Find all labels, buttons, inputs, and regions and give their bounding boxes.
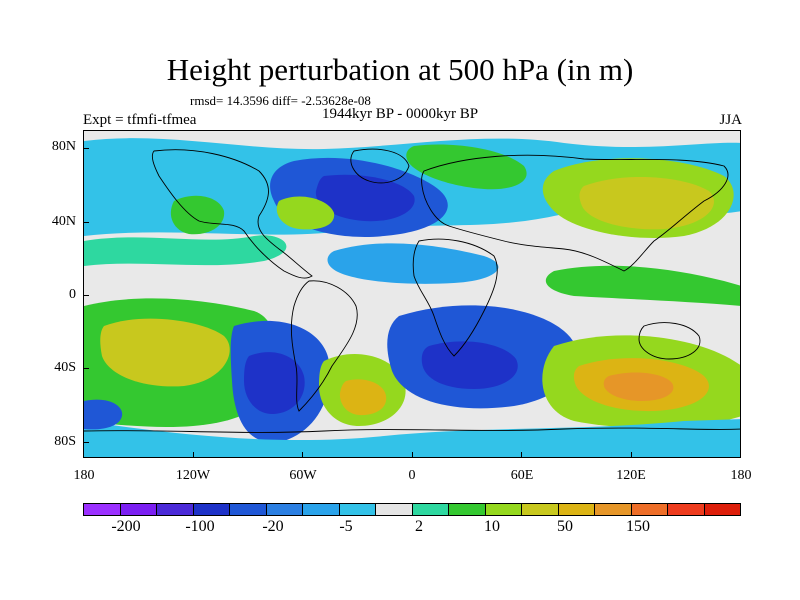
colorbar-cell — [595, 504, 632, 515]
colorbar-cell — [230, 504, 267, 515]
lon-label-180e: 180 — [730, 468, 752, 483]
lon-label-120e: 120E — [616, 468, 646, 483]
lat-tick — [83, 295, 89, 296]
chart-title: Height perturbation at 500 hPa (in m) — [166, 52, 634, 87]
colorbar-cell — [704, 504, 740, 515]
colorbar-cell — [303, 504, 340, 515]
period-label: 1944kyr BP - 0000kyr BP — [322, 106, 479, 122]
lon-label-60e: 60E — [510, 468, 534, 483]
field-pacific-green — [545, 265, 740, 306]
lon-tick — [631, 452, 632, 458]
coast-africa — [412, 238, 498, 357]
field-aus-orange — [603, 372, 674, 401]
colorbar-cell — [485, 504, 522, 515]
lon-tick — [302, 452, 303, 458]
colorbar-cell — [558, 504, 595, 515]
colorbar-cell — [631, 504, 668, 515]
colorbar-label: -200 — [111, 518, 141, 535]
stats-text: rmsd= 14.3596 diff= -2.53628e-08 — [190, 93, 371, 108]
field-asia-yellow — [579, 176, 714, 230]
map-panel — [83, 130, 741, 458]
colorbar-cell — [412, 504, 449, 515]
colorbar-label: -100 — [185, 518, 215, 535]
colorbar-cell — [339, 504, 376, 515]
colorbar-label: 2 — [415, 518, 423, 535]
coast-greenland — [350, 148, 410, 184]
lat-tick — [83, 148, 89, 149]
lat-tick — [83, 442, 89, 443]
colorbar-cell — [522, 504, 559, 515]
field-ross-blue — [84, 399, 123, 430]
coast-australia — [638, 322, 701, 360]
lon-tick — [412, 452, 413, 458]
field-sa-deepblue — [244, 352, 305, 415]
colorbar-label: 10 — [484, 518, 500, 535]
coastlines — [84, 148, 740, 433]
field-north-deepblue — [315, 174, 415, 222]
field-na-green2 — [276, 196, 335, 230]
season-label: JJA — [719, 112, 742, 128]
colorbar-cell — [193, 504, 230, 515]
colorbar-cell — [376, 504, 413, 515]
field-south-yellow — [100, 318, 230, 387]
coast-south-america — [290, 280, 358, 412]
lon-tick — [521, 452, 522, 458]
lon-label-0: 0 — [408, 468, 416, 483]
lon-tick — [193, 452, 194, 458]
colorbar-label: -20 — [262, 518, 284, 535]
experiment-label: Expt = tfmfi-tfmea — [83, 112, 197, 128]
lat-label-40n: 40N — [51, 214, 76, 229]
colorbar-label: -5 — [339, 518, 353, 535]
coast-eurasia — [421, 154, 729, 272]
coast-north-america — [151, 149, 313, 279]
lat-label-eq: 0 — [69, 287, 76, 302]
field-atl-orange — [339, 379, 387, 416]
contour-fields — [84, 138, 740, 457]
lat-tick — [83, 222, 89, 223]
colorbar-cell — [120, 504, 157, 515]
colorbar-label: 150 — [626, 518, 650, 535]
lat-label-80n: 80N — [51, 139, 76, 154]
lon-label-180w: 180 — [73, 468, 95, 483]
field-mid-cyan — [84, 235, 287, 266]
field-eu-green — [406, 144, 527, 190]
map-svg — [84, 138, 740, 457]
colorbar-cell — [668, 504, 705, 515]
lon-label-60w: 60W — [289, 468, 317, 483]
coast-antarctica — [84, 427, 740, 433]
colorbar-cell — [157, 504, 194, 515]
lat-tick — [83, 368, 89, 369]
colorbar — [83, 503, 741, 516]
lat-label-80s: 80S — [54, 434, 76, 449]
lon-label-120w: 120W — [175, 468, 211, 483]
field-na-green — [170, 195, 225, 235]
colorbar-cell — [84, 504, 121, 515]
colorbar-cell — [449, 504, 486, 515]
field-io-deepblue — [421, 341, 518, 389]
colorbar-label: 50 — [557, 518, 573, 535]
lat-label-40s: 40S — [54, 360, 76, 375]
colorbar-cell — [266, 504, 303, 515]
